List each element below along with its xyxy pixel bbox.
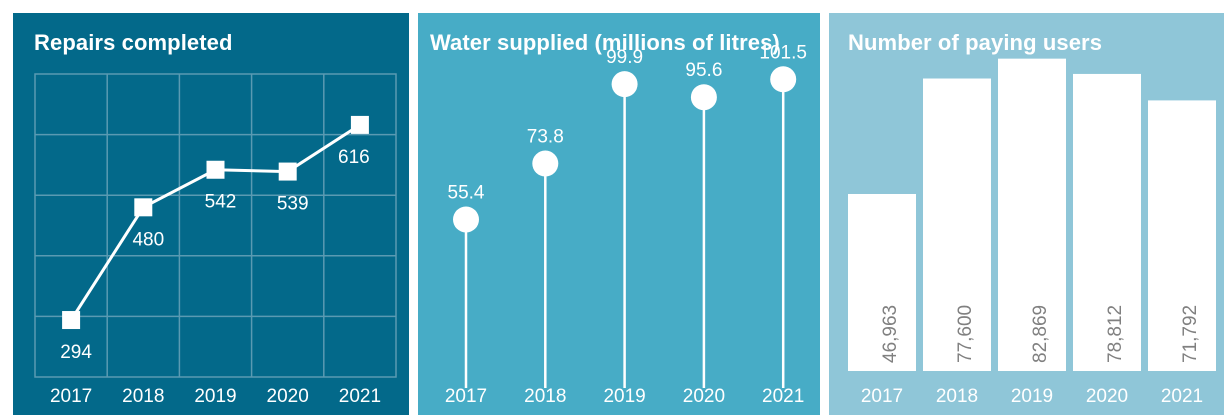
data-label-2018: 73.8: [527, 127, 564, 148]
x-tick-2021: 2021: [339, 386, 381, 407]
data-label-2021: 616: [338, 147, 370, 168]
water-lollipop-chart: 55.4 2017 73.8 2018 99.9 2019 95.6 2020 101.5 202…: [445, 42, 807, 407]
users-bar-chart: 46,963 2017 77,600 2018 82,869 2019 78,812 2020…: [848, 58, 1216, 407]
x-tick-2020: 2020: [1086, 386, 1128, 407]
x-tick-2019: 2019: [1011, 386, 1053, 407]
x-tick-2017: 2017: [50, 386, 92, 407]
marker-2018: [532, 150, 559, 177]
x-tick-2017: 2017: [861, 386, 903, 407]
x-tick-2021: 2021: [762, 386, 804, 407]
marker-2019: [611, 71, 638, 98]
data-label-2019: 99.9: [606, 47, 643, 68]
users-panel: Number of paying users 46,963 2017 77,600 2…: [829, 13, 1224, 415]
x-tick-2020: 2020: [683, 386, 725, 407]
marker-2017: [453, 206, 479, 233]
point-2017: [62, 311, 81, 330]
bar-2020: [1073, 73, 1141, 371]
bar-2018: [923, 78, 991, 371]
data-label-2017: 55.4: [448, 182, 485, 203]
plot-frame: [34, 73, 397, 378]
x-tick-2020: 2020: [267, 386, 309, 407]
data-label-2017: 46,963: [880, 305, 901, 363]
point-2019: [206, 160, 225, 179]
water-panel: Water supplied (millions of litres) 55.4…: [418, 13, 820, 415]
repairs-title: Repairs completed: [34, 30, 233, 55]
marker-2021: [770, 66, 797, 93]
x-tick-2018: 2018: [122, 386, 164, 407]
water-title: Water supplied (millions of litres): [430, 30, 780, 55]
data-label-2020: 95.6: [685, 60, 722, 81]
point-2020: [278, 162, 297, 181]
series-line: [69, 123, 361, 321]
bar-2021: [1148, 100, 1216, 371]
bar-2017: [848, 193, 916, 371]
x-tick-2021: 2021: [1161, 386, 1203, 407]
bar-2019: [998, 58, 1066, 371]
x-tick-2018: 2018: [524, 386, 566, 407]
repairs-panel: Repairs completed 294 2017 480 2018 542 2019 5…: [13, 13, 409, 415]
data-label-2020: 539: [277, 194, 309, 215]
marker-2020: [690, 84, 717, 111]
x-tick-2018: 2018: [936, 386, 978, 407]
data-label-2021: 101.5: [759, 42, 807, 63]
x-tick-2019: 2019: [603, 386, 645, 407]
data-label-2021: 71,792: [1180, 305, 1201, 363]
data-label-2020: 78,812: [1105, 305, 1126, 363]
data-label-2018: 480: [132, 229, 164, 250]
point-2021: [350, 115, 369, 134]
users-title: Number of paying users: [848, 30, 1103, 55]
point-2018: [134, 198, 153, 217]
data-label-2019: 542: [205, 192, 237, 213]
x-tick-2019: 2019: [194, 386, 236, 407]
data-label-2019: 82,869: [1030, 305, 1051, 363]
x-tick-2017: 2017: [445, 386, 487, 407]
repairs-line-chart: 294 2017 480 2018 542 2019 539 2020 616 2021: [34, 73, 397, 407]
data-label-2017: 294: [60, 342, 92, 363]
data-label-2018: 77,600: [955, 305, 976, 363]
